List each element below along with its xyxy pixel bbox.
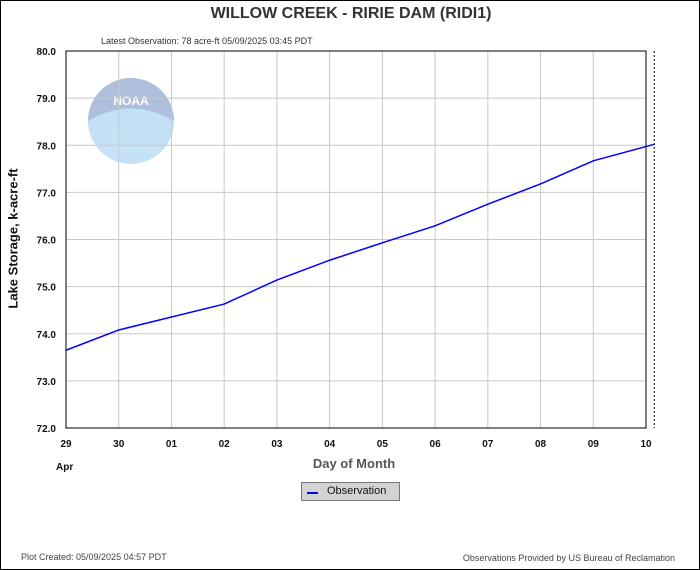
legend: Observation xyxy=(301,482,400,501)
data-point xyxy=(223,303,225,305)
y-tick-label: 73.0 xyxy=(37,377,57,388)
y-tick-label: 79.0 xyxy=(37,94,57,105)
data-point xyxy=(592,160,594,162)
data-point xyxy=(653,143,655,145)
plot-border xyxy=(65,50,647,429)
latest-observation: Latest Observation: 78 acre-ft 05/09/202… xyxy=(101,36,313,46)
y-tick-label: 77.0 xyxy=(37,188,57,199)
y-tick-label: 75.0 xyxy=(37,283,57,294)
plot-created: Plot Created: 05/09/2025 04:57 PDT xyxy=(21,552,167,562)
data-point xyxy=(381,242,383,244)
plot-area: NOAA 29 30 01 02 03 04 05 06 07 08 09 10 72.0 73.0 74.0… xyxy=(37,47,655,450)
y-tick-label: 78.0 xyxy=(37,141,57,152)
data-provider: Observations Provided by US Bureau of Re… xyxy=(462,553,675,563)
data-point xyxy=(329,259,331,261)
x-axis-label: Day of Month xyxy=(312,456,396,471)
x-tick-label: 10 xyxy=(640,439,652,450)
x-tick-label: 05 xyxy=(377,439,389,450)
series-line-observation xyxy=(65,143,655,351)
x-tick-label: 02 xyxy=(219,439,231,450)
y-axis-label: Lake Storage, k-acre-ft xyxy=(5,168,21,309)
y-tick-label: 74.0 xyxy=(37,330,57,341)
x-tick-label: 07 xyxy=(482,439,494,450)
x-tick-label: 30 xyxy=(113,439,125,450)
svg-text:NOAA: NOAA xyxy=(113,94,149,108)
y-tick-label: 76.0 xyxy=(37,236,57,247)
y-tick-label: 80.0 xyxy=(37,47,57,58)
x-tick-label: 01 xyxy=(166,439,178,450)
x-axis-month-label: Apr xyxy=(56,462,74,473)
chart-title: WILLOW CREEK - RIRIE DAM (RIDI1) xyxy=(210,5,492,22)
x-tick-label: 08 xyxy=(535,439,547,450)
data-point xyxy=(65,349,67,351)
data-point xyxy=(487,203,489,205)
x-tick-label: 29 xyxy=(60,439,72,450)
legend-swatch-observation xyxy=(307,492,318,494)
x-tick-label: 09 xyxy=(588,439,600,450)
data-point xyxy=(434,225,436,227)
data-point xyxy=(276,279,278,281)
x-tick-label: 04 xyxy=(324,439,336,450)
noaa-logo: NOAA xyxy=(88,78,174,164)
data-point xyxy=(118,329,120,331)
y-tick-label: 72.0 xyxy=(37,424,57,435)
x-tick-label: 03 xyxy=(271,439,283,450)
legend-label-observation: Observation xyxy=(327,485,387,497)
data-point xyxy=(539,183,542,185)
x-tick-label: 06 xyxy=(430,439,442,450)
